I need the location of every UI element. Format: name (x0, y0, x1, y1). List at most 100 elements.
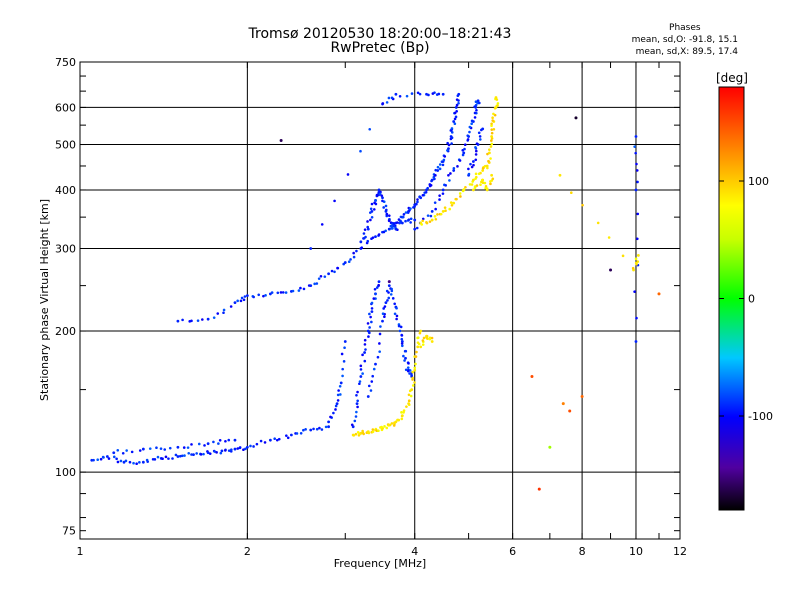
data-point (190, 443, 193, 446)
data-point (270, 291, 274, 294)
data-point (187, 451, 191, 455)
data-point (475, 142, 479, 145)
data-point (474, 145, 477, 149)
data-point (355, 393, 358, 397)
data-point (416, 341, 420, 344)
data-point (430, 218, 434, 222)
data-point (352, 255, 356, 259)
data-point (458, 159, 462, 162)
data-point (416, 200, 419, 204)
data-point (398, 94, 402, 98)
data-point (439, 212, 443, 216)
data-point (359, 368, 363, 371)
data-point (450, 131, 454, 134)
data-point (456, 165, 459, 168)
phase-stats-x: mean, sd,X: 89.5, 17.4 (635, 47, 738, 57)
data-point (468, 130, 471, 134)
data-point (317, 277, 321, 280)
data-point (341, 374, 344, 378)
data-point (230, 448, 233, 451)
data-point (387, 296, 391, 300)
data-point (458, 192, 462, 195)
data-point (631, 266, 635, 270)
data-point (239, 299, 243, 303)
data-point (381, 102, 385, 105)
data-point (385, 101, 389, 104)
x-tick-label: 2 (244, 545, 251, 558)
data-point (406, 366, 410, 369)
data-point (488, 148, 491, 151)
data-point (635, 169, 639, 172)
data-point (236, 299, 239, 303)
x-tick-label: 12 (673, 545, 687, 558)
data-point (378, 350, 381, 353)
data-point (395, 306, 398, 310)
data-point (426, 214, 430, 217)
data-point (418, 195, 421, 198)
data-point (373, 287, 377, 291)
data-point (252, 295, 255, 299)
data-point (180, 454, 184, 458)
data-point (107, 457, 111, 460)
data-point (401, 215, 405, 219)
data-point (368, 326, 371, 329)
data-point (434, 207, 437, 211)
data-point (430, 336, 434, 340)
data-point (289, 433, 293, 437)
data-point (475, 108, 478, 112)
data-point (319, 274, 323, 278)
data-point (206, 317, 210, 321)
data-point (377, 283, 380, 287)
data-point (359, 364, 363, 368)
data-point (356, 390, 359, 394)
data-point (548, 445, 552, 449)
data-point (430, 340, 434, 343)
data-point (474, 158, 478, 162)
data-point (374, 292, 377, 296)
data-point (468, 125, 472, 129)
data-point (223, 449, 227, 452)
data-point (490, 135, 494, 138)
data-point (374, 362, 377, 366)
data-point (396, 418, 400, 422)
data-point (408, 372, 411, 375)
data-point (395, 314, 399, 318)
data-point (372, 367, 376, 371)
data-point (141, 447, 145, 451)
data-point (441, 188, 445, 192)
data-point (477, 131, 481, 135)
data-point (390, 422, 394, 425)
data-point (420, 223, 424, 226)
data-point (208, 452, 212, 455)
y-tick-label: 200 (55, 325, 76, 338)
data-point (476, 99, 480, 103)
data-point (596, 221, 600, 225)
data-point (400, 414, 404, 418)
data-point (433, 201, 437, 204)
data-point (461, 153, 465, 157)
data-point (391, 297, 395, 300)
data-point (219, 451, 223, 455)
data-point (332, 411, 335, 415)
data-point (473, 116, 477, 119)
data-point (429, 214, 433, 218)
data-point (244, 447, 247, 451)
data-point (340, 352, 344, 356)
data-point (354, 415, 358, 418)
data-point (155, 446, 158, 449)
data-point (421, 343, 425, 346)
data-point (312, 427, 315, 431)
data-point (448, 179, 451, 182)
data-point (419, 329, 423, 333)
data-point (404, 219, 407, 223)
data-point (479, 183, 482, 186)
data-point (302, 287, 306, 291)
data-point (371, 428, 375, 431)
data-point (370, 310, 374, 314)
data-point (452, 120, 456, 123)
data-point (315, 282, 319, 285)
data-point (402, 409, 406, 412)
data-point (479, 138, 482, 141)
data-point (463, 147, 466, 151)
data-point (374, 235, 377, 239)
